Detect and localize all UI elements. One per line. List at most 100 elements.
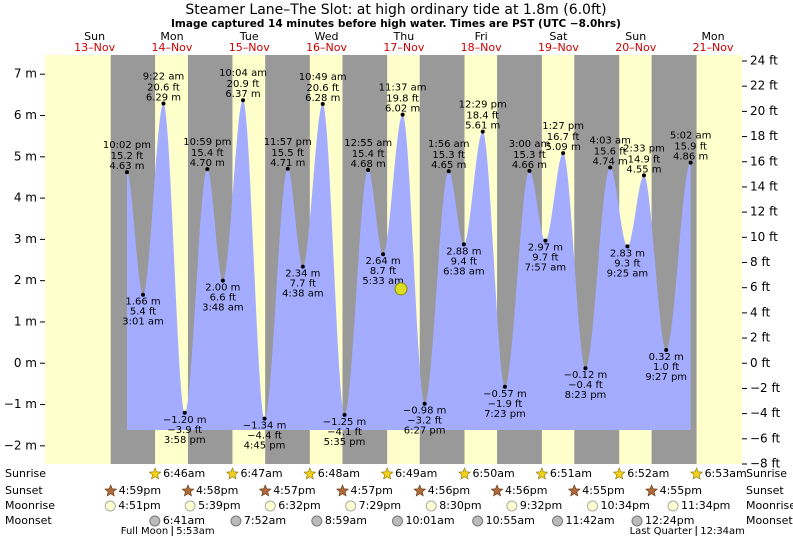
tide-point (124, 170, 129, 175)
tide-label: 15.6 ft (594, 147, 627, 158)
tide-point (527, 168, 532, 173)
icon (586, 500, 598, 512)
y2-tick-label: 2 ft (750, 331, 770, 345)
tide-label: 4:03 am (589, 136, 631, 147)
icon (667, 500, 679, 512)
y-tick-label: 1 m (14, 314, 37, 328)
icon (612, 467, 626, 480)
icon (690, 467, 704, 480)
tide-point (141, 292, 146, 297)
icon (230, 515, 242, 527)
sunset-time: 4:55pm (660, 484, 702, 497)
tide-label: 3:58 pm (164, 435, 206, 446)
icon (264, 500, 276, 512)
day-name: Thu (393, 30, 415, 43)
tide-label: 4.68 m (351, 159, 386, 170)
tide-label: −0.12 m (564, 370, 608, 381)
tide-label: 18.4 ft (466, 111, 499, 122)
tide-point (561, 151, 566, 156)
tide-label: 16.7 ft (547, 132, 580, 143)
tide-label: −1.34 m (243, 421, 287, 432)
icon (506, 500, 518, 512)
chart-title: Steamer Lane–The Slot: at high ordinary … (185, 2, 606, 18)
tide-label: 20.6 ft (306, 83, 339, 94)
moon-phase-name: Last Quarter (630, 526, 694, 537)
icon (535, 467, 549, 480)
sunset-time: 4:58pm (196, 484, 238, 497)
tide-label: 5.09 m (546, 142, 581, 153)
sunset-time: 4:57pm (273, 484, 315, 497)
tide-label: 9.3 ft (614, 258, 640, 269)
moonset-time: 10:55am (486, 514, 535, 527)
row-label: Sunset (5, 484, 43, 497)
tide-label: 0.32 m (649, 352, 684, 363)
sunrise-time: 6:50am (473, 467, 515, 480)
tide-label: 19.8 ft (386, 94, 419, 105)
icon (104, 500, 116, 512)
day-name: Sat (549, 30, 568, 43)
tide-label: 15.2 ft (111, 151, 144, 162)
tide-point (664, 348, 669, 353)
y2-tick-label: 10 ft (750, 230, 778, 244)
icon (148, 467, 162, 480)
tide-point (502, 384, 507, 389)
tide-label: 15.4 ft (352, 149, 385, 160)
tide-label: 6.28 m (305, 93, 340, 104)
tide-point (400, 112, 405, 117)
y2-tick-label: −8 ft (750, 457, 781, 471)
tide-label: 2.00 m (205, 283, 240, 294)
day-name: Sun (625, 30, 646, 43)
sunrise-time: 6:53am (705, 467, 747, 480)
row-label: Moonset (746, 514, 793, 527)
tide-point (262, 416, 267, 421)
tide-label: 5:33 am (362, 276, 404, 287)
tide-point (446, 169, 451, 174)
tide-label: 2.83 m (610, 248, 645, 259)
moonrise-time: 5:39pm (198, 499, 240, 512)
tide-label: 5.4 ft (130, 307, 156, 318)
tide-label: 4.74 m (593, 157, 628, 168)
tide-label: 2.97 m (528, 243, 563, 254)
tide-label: 3:00 am (509, 139, 551, 150)
sunset-time: 4:57pm (350, 484, 392, 497)
y-tick-label: 4 m (14, 191, 37, 205)
tide-label: 1.0 ft (653, 362, 679, 373)
icon (311, 515, 323, 527)
tide-label: 4.65 m (431, 160, 466, 171)
icon (567, 484, 581, 497)
y-tick-label: 5 m (14, 149, 37, 163)
icon (490, 484, 504, 497)
row-label: Moonrise (746, 499, 793, 512)
icon (225, 467, 239, 480)
y-tick-label: 7 m (14, 67, 37, 81)
y-tick-label: 0 m (14, 356, 37, 370)
tide-label: 15.3 ft (432, 150, 465, 161)
tide-label: 11:37 am (379, 83, 427, 94)
icon (631, 515, 643, 527)
tide-label: 10:04 am (219, 68, 267, 79)
tide-label: 1:56 am (428, 139, 470, 150)
tide-point (342, 412, 347, 417)
moonset-time: 12:24pm (645, 514, 694, 527)
tide-label: 10:59 pm (183, 137, 231, 148)
tide-point (205, 167, 210, 172)
tide-label: 20.6 ft (147, 83, 180, 94)
row-label: Moonset (5, 514, 52, 527)
y2-tick-label: 6 ft (750, 280, 770, 294)
tide-label: 9:27 pm (645, 372, 687, 383)
icon (258, 484, 272, 497)
tide-label: 9:22 am (143, 72, 185, 83)
tide-label: 8.7 ft (370, 266, 396, 277)
tide-label: 6:38 am (443, 266, 485, 277)
moonrise-time: 7:29pm (359, 499, 401, 512)
tide-label: −3.2 ft (407, 416, 442, 427)
moonset-time: 8:59am (325, 514, 367, 527)
icon (104, 484, 118, 497)
tide-label: 4.63 m (109, 161, 144, 172)
tide-label: 4.71 m (270, 158, 305, 169)
tide-point (220, 278, 225, 283)
tide-label: 1.66 m (125, 297, 160, 308)
tide-label: −1.25 m (323, 417, 367, 428)
day-date: 16–Nov (306, 41, 347, 54)
tide-label: −0.4 ft (568, 380, 603, 391)
